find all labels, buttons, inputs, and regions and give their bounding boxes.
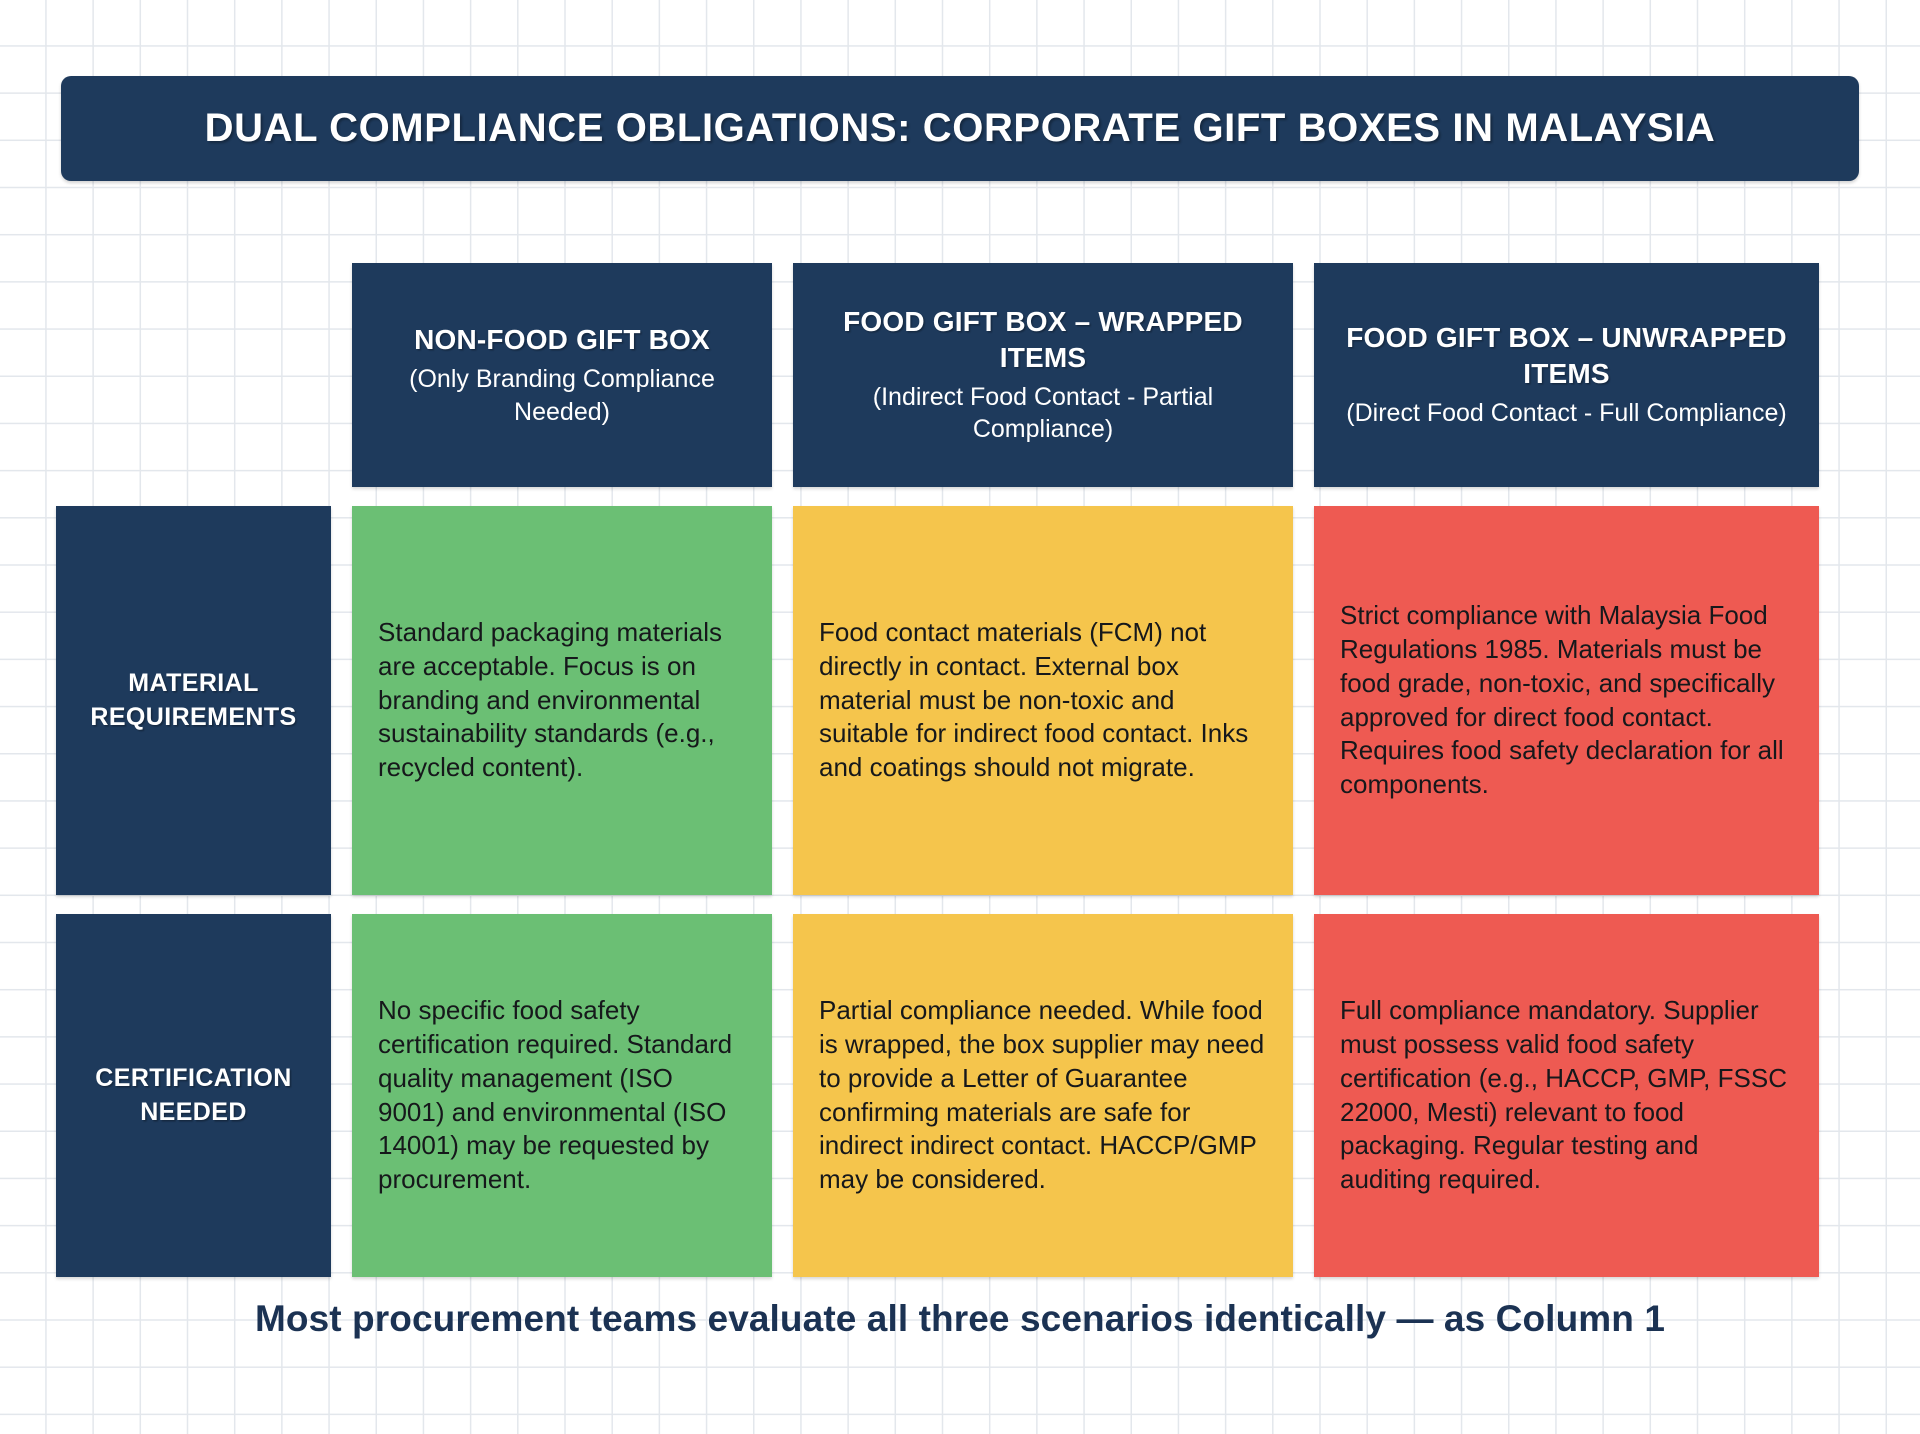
title-banner: DUAL COMPLIANCE OBLIGATIONS: CORPORATE G… [61, 76, 1859, 181]
page-title: DUAL COMPLIANCE OBLIGATIONS: CORPORATE G… [204, 106, 1716, 150]
cell-certification-wrapped: Partial compliance needed. While food is… [793, 914, 1293, 1277]
comparison-matrix: NON-FOOD GIFT BOX (Only Branding Complia… [56, 263, 1864, 1277]
footer-callout: Most procurement teams evaluate all thre… [254, 1298, 1666, 1339]
cell-certification-non-food: No specific food safety certification re… [352, 914, 772, 1277]
column-header-subtitle: (Indirect Food Contact - Partial Complia… [872, 382, 1214, 444]
cell-text: Full compliance mandatory. Supplier must… [1340, 995, 1787, 1195]
column-header-non-food-gift-box: NON-FOOD GIFT BOX (Only Branding Complia… [352, 263, 772, 487]
cell-text: Strict compliance with Malaysia Food Reg… [1340, 600, 1784, 800]
column-header-title: NON-FOOD GIFT BOX [414, 323, 710, 355]
cell-text: Food contact materials (FCM) not directl… [819, 617, 1249, 783]
cell-text: No specific food safety certification re… [378, 995, 733, 1195]
column-header-title: FOOD GIFT BOX – WRAPPED ITEMS [843, 306, 1243, 373]
row-header-label: CERTIFICATION NEEDED [95, 1064, 292, 1126]
column-header-food-gift-box-unwrapped: FOOD GIFT BOX – UNWRAPPED ITEMS (Direct … [1314, 263, 1819, 487]
cell-certification-unwrapped: Full compliance mandatory. Supplier must… [1314, 914, 1819, 1277]
matrix-corner-spacer [56, 263, 331, 487]
cell-text: Standard packaging materials are accepta… [378, 617, 722, 783]
row-header-label: MATERIAL REQUIREMENTS [90, 669, 297, 731]
row-header-certification-needed: CERTIFICATION NEEDED [56, 914, 331, 1277]
row-header-material-requirements: MATERIAL REQUIREMENTS [56, 506, 331, 895]
column-header-title: FOOD GIFT BOX – UNWRAPPED ITEMS [1346, 322, 1787, 389]
column-header-subtitle: (Direct Food Contact - Full Compliance) [1346, 399, 1787, 428]
column-header-food-gift-box-wrapped: FOOD GIFT BOX – WRAPPED ITEMS (Indirect … [793, 263, 1293, 487]
cell-text: Partial compliance needed. While food is… [819, 995, 1265, 1195]
cell-material-wrapped: Food contact materials (FCM) not directl… [793, 506, 1293, 895]
cell-material-unwrapped: Strict compliance with Malaysia Food Reg… [1314, 506, 1819, 895]
cell-material-non-food: Standard packaging materials are accepta… [352, 506, 772, 895]
column-header-subtitle: (Only Branding Compliance Needed) [409, 365, 715, 426]
